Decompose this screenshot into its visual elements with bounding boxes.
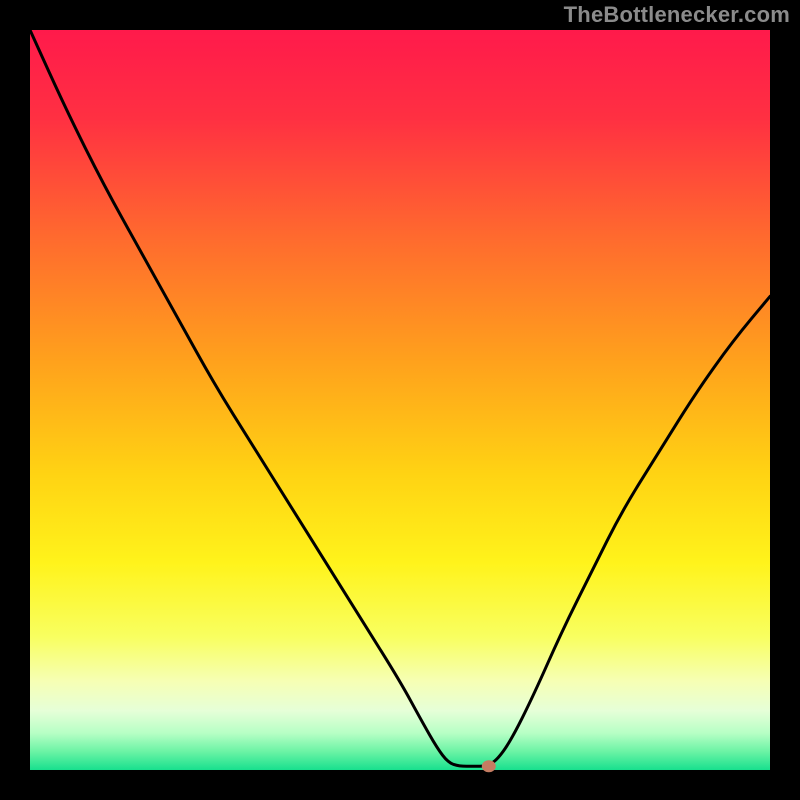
watermark-text: TheBottlenecker.com <box>564 2 790 28</box>
optimal-point-marker <box>482 760 496 772</box>
chart-gradient-background <box>30 30 770 770</box>
